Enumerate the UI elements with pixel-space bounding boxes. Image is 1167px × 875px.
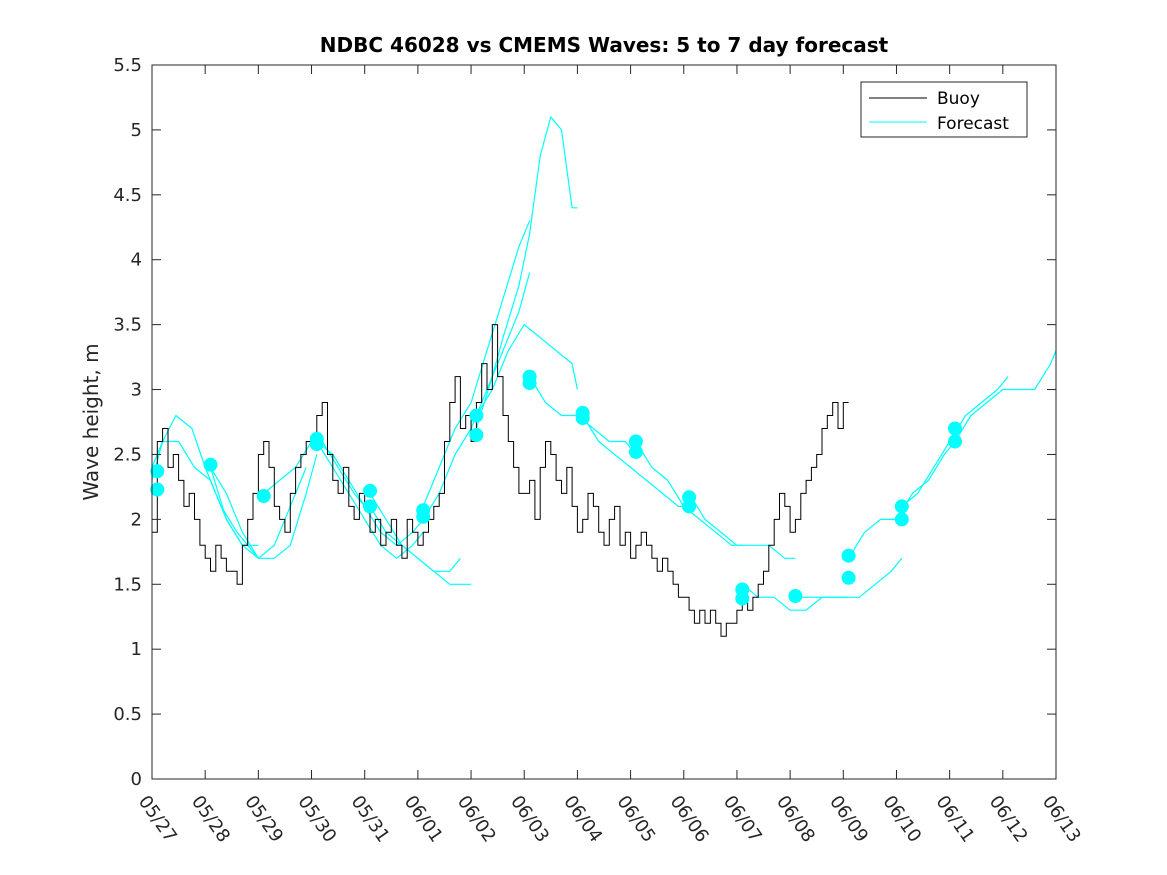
forecast-marker — [894, 512, 909, 527]
forecast-marker — [363, 499, 377, 514]
forecast-marker — [628, 444, 643, 459]
forecast-markers — [150, 369, 962, 606]
forecast-marker — [150, 464, 165, 479]
buoy-series — [152, 324, 849, 637]
y-tick-label: 2.5 — [113, 444, 142, 465]
forecast-line — [151, 414, 259, 559]
forecast-marker — [203, 457, 218, 472]
forecast-marker — [469, 408, 484, 423]
forecast-line — [635, 441, 743, 546]
forecast-marker — [841, 570, 856, 585]
axes-background — [152, 65, 1056, 779]
forecast-marker — [682, 499, 697, 514]
forecast-marker — [948, 434, 962, 449]
forecast-line — [795, 557, 903, 598]
y-axis-label: Wave height, m — [79, 343, 103, 500]
forecast-marker — [841, 548, 856, 563]
forecast-line — [688, 493, 796, 559]
forecast-marker — [363, 483, 377, 498]
forecast-marker — [256, 489, 271, 503]
forecast-line — [316, 441, 424, 546]
forecast-line — [209, 454, 318, 559]
forecast-marker — [575, 411, 590, 426]
forecast-marker — [309, 431, 324, 446]
forecast-marker — [416, 509, 431, 524]
y-tick-label: 1.5 — [113, 574, 142, 595]
y-tick-label: 2 — [131, 509, 142, 530]
forecast-marker — [894, 499, 909, 514]
axes-box — [151, 64, 1057, 780]
forecast-line — [422, 220, 531, 507]
forecast-marker — [469, 428, 484, 442]
y-tick-label: 0 — [131, 769, 142, 790]
y-tick-label: 3.5 — [113, 315, 142, 336]
forecast-marker — [522, 376, 537, 391]
y-tick-label: 3 — [131, 380, 142, 401]
forecast-marker — [788, 589, 803, 603]
y-tick-label: 4 — [131, 250, 142, 271]
forecast-line — [422, 272, 531, 520]
forecast-marker — [735, 591, 750, 606]
y-tick-label: 1 — [131, 639, 142, 660]
forecast-line — [954, 350, 1057, 442]
legend: Buoy Forecast — [860, 81, 1028, 138]
y-tick-label: 4.5 — [113, 185, 142, 206]
legend-forecast-label: Forecast — [937, 114, 1009, 134]
y-tick-label: 5 — [131, 120, 142, 141]
y-tick-label: 5.5 — [113, 55, 142, 76]
chart-title: NDBC 46028 vs CMEMS Waves: 5 to 7 day fo… — [320, 33, 889, 57]
forecast-marker — [150, 482, 165, 497]
legend-box — [860, 81, 1028, 138]
forecast-line — [582, 415, 690, 507]
buoy-line — [152, 324, 849, 637]
y-axis: 0 0.5 1 1.5 2 2.5 3 3.5 4 4.5 5 5.5 — [113, 55, 1056, 790]
forecast-marker — [948, 421, 962, 436]
legend-buoy-label: Buoy — [937, 89, 980, 109]
y-tick-label: 0.5 — [113, 704, 142, 725]
forecast-line — [475, 324, 578, 416]
